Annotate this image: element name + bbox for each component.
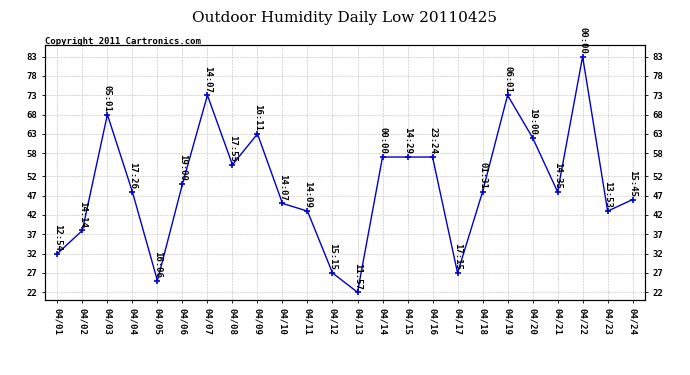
Text: 13:53: 13:53 bbox=[603, 182, 612, 209]
Text: 14:09: 14:09 bbox=[303, 182, 312, 209]
Text: 15:45: 15:45 bbox=[628, 170, 637, 197]
Text: 19:00: 19:00 bbox=[178, 154, 187, 182]
Text: 01:31: 01:31 bbox=[478, 162, 487, 189]
Text: 17:26: 17:26 bbox=[128, 162, 137, 189]
Text: 00:00: 00:00 bbox=[378, 128, 387, 154]
Text: 11:57: 11:57 bbox=[353, 262, 362, 290]
Text: 06:01: 06:01 bbox=[503, 66, 512, 93]
Text: 15:15: 15:15 bbox=[328, 243, 337, 270]
Text: 05:01: 05:01 bbox=[103, 85, 112, 112]
Text: 14:07: 14:07 bbox=[278, 174, 287, 201]
Text: 16:11: 16:11 bbox=[253, 104, 262, 131]
Text: 17:15: 17:15 bbox=[453, 243, 462, 270]
Text: 12:54: 12:54 bbox=[53, 224, 62, 251]
Text: 14:35: 14:35 bbox=[553, 162, 562, 189]
Text: Copyright 2011 Cartronics.com: Copyright 2011 Cartronics.com bbox=[45, 38, 201, 46]
Text: 16:06: 16:06 bbox=[153, 251, 162, 278]
Text: 19:00: 19:00 bbox=[528, 108, 537, 135]
Text: Outdoor Humidity Daily Low 20110425: Outdoor Humidity Daily Low 20110425 bbox=[193, 11, 497, 25]
Text: 17:55: 17:55 bbox=[228, 135, 237, 162]
Text: 23:24: 23:24 bbox=[428, 128, 437, 154]
Text: 00:00: 00:00 bbox=[578, 27, 587, 54]
Text: 14:07: 14:07 bbox=[203, 66, 212, 93]
Text: 14:29: 14:29 bbox=[403, 128, 412, 154]
Text: 14:14: 14:14 bbox=[78, 201, 87, 228]
